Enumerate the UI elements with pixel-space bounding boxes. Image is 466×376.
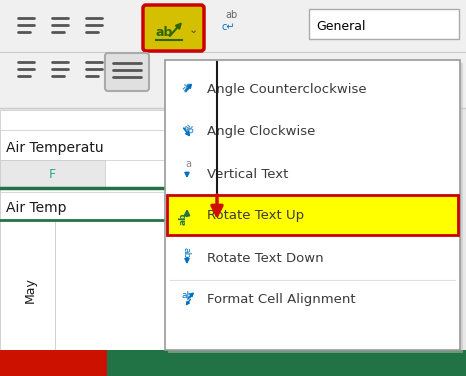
Text: ⌄: ⌄: [189, 25, 199, 35]
Bar: [55, 220, 200, 350]
Bar: [0, 220, 55, 350]
Bar: [0, 110, 200, 350]
Text: a: a: [185, 159, 191, 169]
Text: May: May: [23, 277, 36, 303]
Text: Rotate Text Down: Rotate Text Down: [207, 252, 323, 264]
Text: ab: ab: [156, 26, 173, 39]
Text: Angle Counterclockwise: Angle Counterclockwise: [207, 83, 367, 97]
FancyBboxPatch shape: [143, 5, 204, 51]
FancyBboxPatch shape: [309, 9, 459, 39]
Text: ab: ab: [181, 122, 195, 136]
Bar: [0, 192, 200, 220]
Text: ab: ab: [225, 10, 237, 20]
Text: Angle Clockwise: Angle Clockwise: [207, 126, 315, 138]
Text: Air Temperatu: Air Temperatu: [6, 141, 103, 155]
Text: c↵: c↵: [222, 22, 235, 32]
FancyBboxPatch shape: [165, 60, 460, 350]
FancyBboxPatch shape: [105, 53, 149, 91]
Bar: [0, 350, 107, 376]
Bar: [0, 0, 466, 108]
Text: ab: ab: [181, 80, 195, 94]
Bar: [167, 195, 458, 235]
Text: Vertical Text: Vertical Text: [207, 167, 288, 180]
Text: ab: ab: [182, 247, 191, 259]
Text: F: F: [49, 168, 56, 182]
Bar: [0, 160, 105, 188]
Text: General: General: [316, 21, 365, 33]
Text: ab: ab: [179, 213, 188, 225]
Text: Format Cell Alignment: Format Cell Alignment: [207, 294, 356, 306]
Bar: [0, 130, 200, 160]
Text: ab: ab: [181, 291, 192, 300]
Bar: [107, 350, 466, 376]
Text: Rotate Text Up: Rotate Text Up: [207, 209, 304, 223]
Text: Air Temp: Air Temp: [6, 201, 67, 215]
Text: Alig: Alig: [164, 92, 185, 102]
FancyBboxPatch shape: [168, 63, 463, 353]
